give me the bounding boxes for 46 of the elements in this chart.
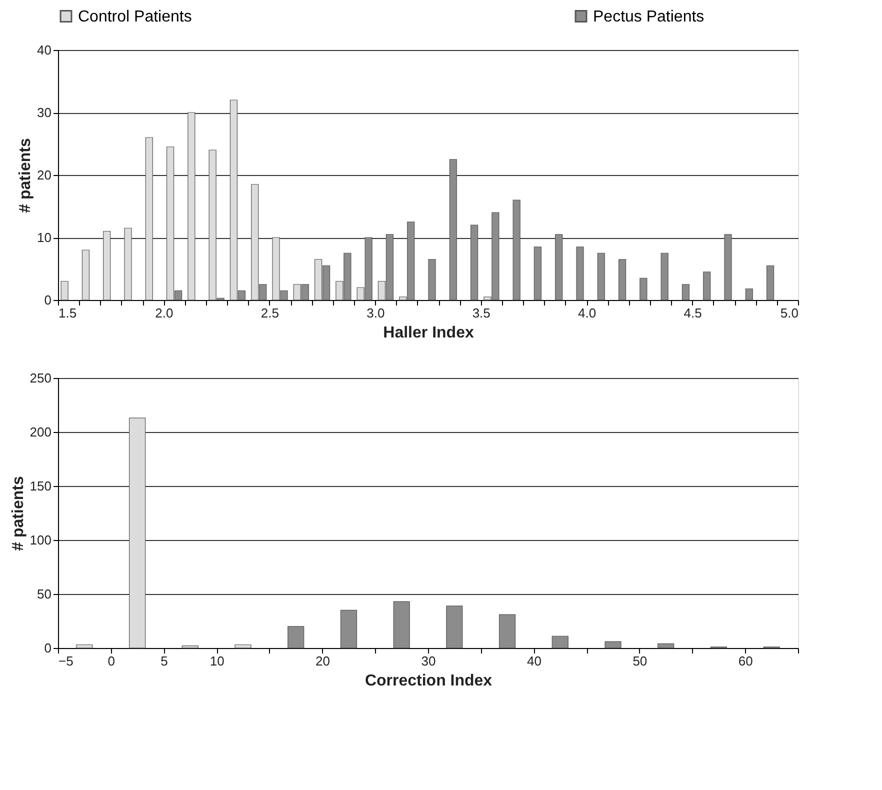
x-tick-label: 2.5 [260,306,279,320]
x-tick-label: 5.0 [780,306,798,320]
bar [498,614,516,648]
bar [288,626,304,648]
bar [604,641,622,648]
bar [340,610,358,648]
bar [658,643,674,648]
y-tick-label: 30 [37,105,52,120]
y-tick-label: 50 [37,586,52,602]
x-tick-label: 30 [421,654,436,668]
x-tick-label: 60 [738,654,753,668]
y-tick-label: 150 [30,478,52,494]
y-tick-label: 250 [30,370,52,386]
y-tick-label: 40 [37,42,52,58]
x-tick-label: 4.0 [578,306,596,320]
bar [128,418,146,648]
x-tick-label: 2.0 [155,306,174,320]
y-tick-label: 200 [30,424,52,440]
x-tick-label: 0 [108,654,115,668]
x-tick-label: 3.5 [472,306,490,320]
x-tick-label: 10 [210,654,224,668]
y-axis-title: # patients [17,138,34,213]
y-axis-title: # patients [10,476,27,551]
x-tick-label: 1.5 [58,306,77,320]
y-tick-label: 0 [44,292,52,308]
x-tick-label: 5 [160,654,168,668]
x-tick-label: 20 [316,654,330,668]
x-axis-title: Haller Index [383,324,474,342]
x-tick-label: 3.0 [366,306,385,320]
bar [182,646,198,648]
legend-label: Pectus Patients [593,8,704,26]
y-tick-label: 20 [37,168,52,182]
bar [446,606,463,648]
x-tick-label: 40 [526,654,542,668]
x-axis-title: Correction Index [364,672,492,690]
y-tick-label: 100 [30,532,52,548]
x-tick-label: 4.5 [684,306,702,320]
bar [552,636,568,648]
x-tick-label: 50 [632,654,648,668]
bar [234,644,252,648]
legend-label: Control Patients [78,8,192,26]
bar [76,644,93,648]
y-tick-label: 10 [37,230,52,245]
bar [393,601,410,648]
y-tick-label: 0 [44,640,52,656]
x-tick-label: −5 [58,654,74,668]
